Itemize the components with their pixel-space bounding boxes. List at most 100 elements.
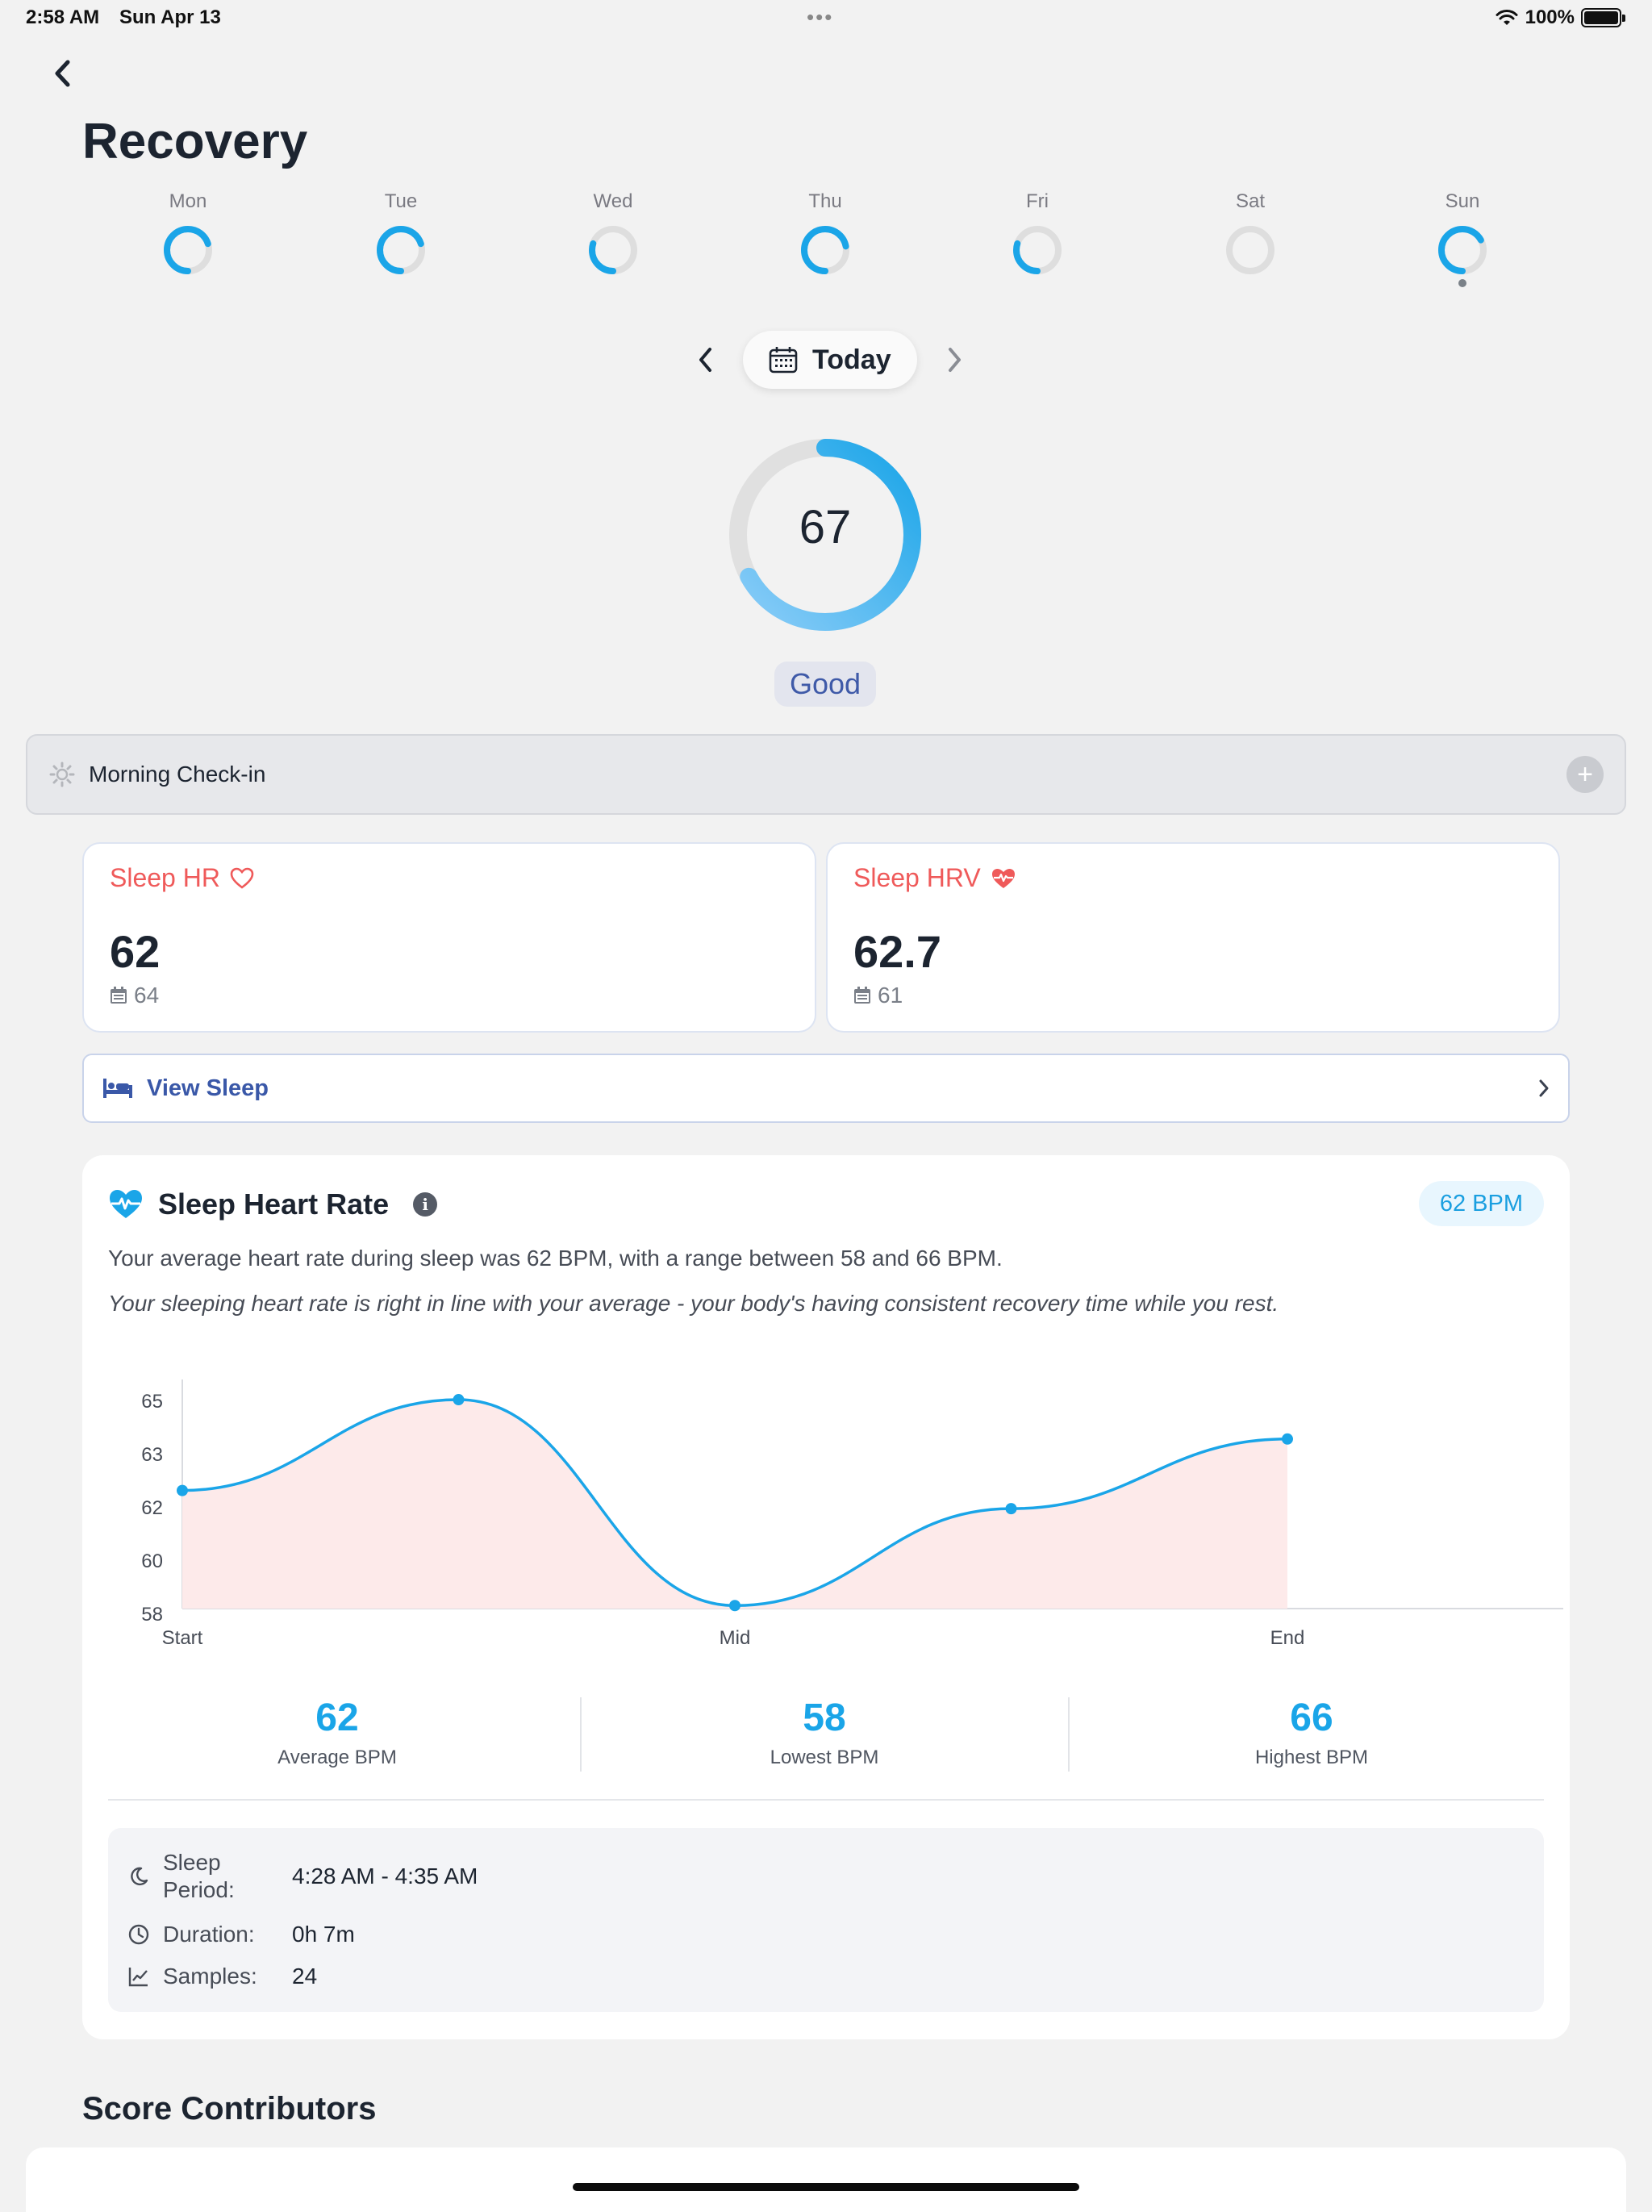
heart-pulse-icon [991,868,1015,888]
chart-point [1282,1433,1293,1445]
chart-point [453,1394,465,1406]
sleep-hr-title: Sleep HR [110,863,220,892]
chart-point [1005,1503,1017,1515]
sleep-hr-baseline: 64 [134,983,160,1008]
moon-icon [126,1864,152,1889]
battery-icon [1581,8,1625,27]
stat-highest-value: 66 [1290,1697,1333,1739]
x-tick-label: Mid [720,1627,751,1649]
add-checkin-button[interactable]: + [1566,756,1604,793]
chevron-left-icon [699,348,711,372]
stat-average: 62 Average BPM [176,1696,499,1769]
view-sleep-button[interactable]: View Sleep [82,1054,1570,1123]
duration-value: 0h 7m [292,1922,355,1947]
status-date: Sun Apr 13 [119,6,221,28]
heart-rate-description: Your average heart rate during sleep was… [108,1246,1003,1271]
morning-checkin-bar[interactable]: Morning Check-in + [26,734,1626,815]
day-ring [1226,226,1274,274]
y-tick-label: 58 [141,1604,163,1626]
y-tick-label: 62 [141,1497,163,1519]
status-badge: Good [774,662,876,707]
chart-point [177,1484,188,1496]
checkin-label: Morning Check-in [89,762,266,787]
calendar-icon [111,987,127,1004]
duration-label: Duration: [163,1922,255,1947]
day-thu[interactable]: Thu [777,190,874,276]
chart-line [181,1398,1288,1607]
sleep-period-row: Sleep Period: 4:28 AM - 4:35 AM [126,1849,478,1904]
day-sat[interactable]: Sat [1202,190,1299,276]
sleep-heart-rate-card: Sleep Heart Rate i 62 BPM Your average h… [82,1155,1570,2039]
status-right: 100% [1495,6,1625,29]
stat-divider [1068,1697,1070,1772]
recovery-score-ring [729,439,921,631]
day-ring [589,226,637,274]
day-ring [1438,226,1487,274]
calendar-icon [769,347,798,374]
day-wed[interactable]: Wed [565,190,661,276]
info-icon[interactable]: i [413,1192,438,1217]
stat-average-label: Average BPM [277,1747,397,1768]
selected-day-indicator [1458,279,1466,287]
sleep-hrv-card[interactable]: Sleep HRV 62.7 61 [826,842,1560,1033]
duration-row: Duration: 0h 7m [126,1922,355,1947]
recovery-score-value: 67 [799,501,852,553]
home-indicator[interactable] [573,2183,1079,2191]
day-label: Sun [1445,190,1480,212]
chart-area-fill [182,1400,1287,1609]
battery-percent: 100% [1525,6,1575,28]
today-button[interactable]: Today [743,331,917,389]
heart-pulse-icon [110,1190,142,1218]
plus-icon: + [1577,759,1593,790]
calendar-icon [854,987,870,1004]
x-tick-label: End [1270,1627,1305,1649]
score-contributors-title: Score Contributors [82,2091,377,2126]
day-label: Mon [169,190,207,212]
sleep-period-value: 4:28 AM - 4:35 AM [292,1864,478,1889]
day-label: Sat [1235,190,1266,212]
day-tue[interactable]: Tue [353,190,449,276]
day-ring [1013,226,1062,274]
divider [108,1799,1544,1801]
sleep-hr-card[interactable]: Sleep HR 62 64 [82,842,816,1033]
stat-highest-label: Highest BPM [1254,1747,1369,1768]
day-mon[interactable]: Mon [140,190,236,276]
day-label: Fri [1026,190,1049,212]
date-navigator: Today [690,331,970,389]
heart-rate-insight: Your sleeping heart rate is right in lin… [108,1291,1279,1316]
day-ring [801,226,849,274]
today-label: Today [812,344,891,375]
sleep-hrv-baseline: 61 [878,983,903,1008]
back-button[interactable] [45,53,81,94]
heart-outline-icon [230,867,254,889]
samples-value: 24 [292,1964,318,1989]
stat-lowest-value: 58 [803,1697,846,1739]
stat-lowest-label: Lowest BPM [770,1747,879,1768]
previous-day-button[interactable] [690,340,722,380]
multitask-dots[interactable]: ••• [807,5,834,29]
score-contributors-card [26,2147,1626,2212]
sleep-hr-value: 62 [110,926,161,977]
stat-average-value: 62 [315,1697,359,1739]
x-tick-label: Start [162,1627,203,1649]
chevron-right-icon [1539,1079,1549,1097]
chevron-right-icon [948,348,961,372]
stat-divider [580,1697,582,1772]
clock-icon [126,1922,152,1947]
chevron-left-icon [55,60,70,87]
stat-highest: 66 Highest BPM [1150,1696,1473,1769]
chart-point [729,1600,740,1612]
day-sun[interactable]: Sun [1414,190,1511,287]
bed-icon [103,1079,132,1098]
line-chart-icon [126,1964,152,1989]
samples-row: Samples: 24 [126,1964,317,1989]
y-tick-label: 60 [141,1550,163,1572]
day-label: Wed [593,190,633,212]
next-day-button[interactable] [938,340,970,380]
day-ring [377,226,425,274]
view-sleep-label: View Sleep [147,1075,269,1101]
heart-rate-title: Sleep Heart Rate [158,1187,390,1221]
day-ring [164,226,212,274]
day-fri[interactable]: Fri [989,190,1086,276]
